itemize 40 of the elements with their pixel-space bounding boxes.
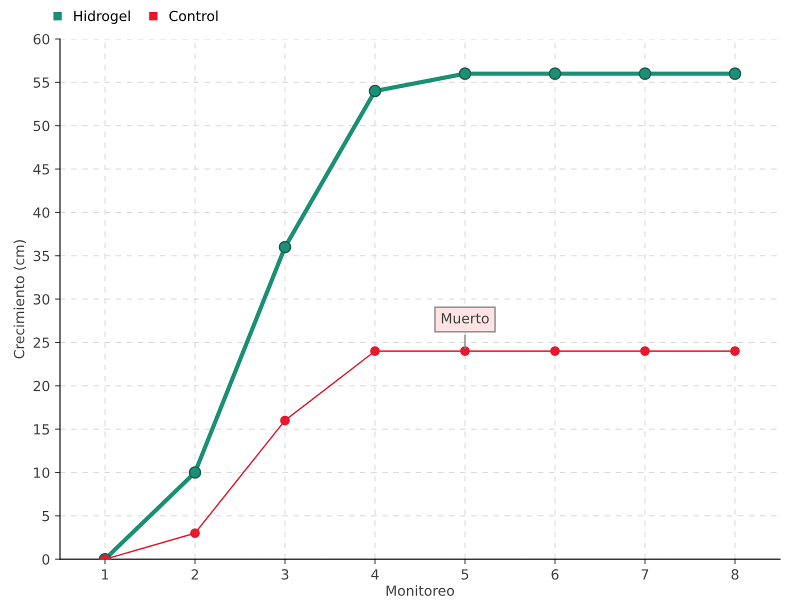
x-axis-title: Monitoreo xyxy=(386,585,454,596)
y-tick-label: 35 xyxy=(34,250,50,262)
y-tick-label: 0 xyxy=(42,554,50,565)
point xyxy=(370,346,380,356)
point xyxy=(548,67,562,80)
y-tick-label: 25 xyxy=(34,337,50,348)
y-tick-label: 50 xyxy=(34,120,50,132)
point xyxy=(460,346,470,356)
point xyxy=(550,346,560,356)
x-tick-label: 4 xyxy=(371,569,379,580)
y-tick-label: 15 xyxy=(34,424,50,435)
y-tick-label: 60 xyxy=(34,34,50,44)
point xyxy=(368,84,382,98)
point xyxy=(638,67,652,80)
x-tick-label: 5 xyxy=(462,569,468,580)
y-tick-label: 40 xyxy=(33,207,50,218)
x-tick-label: 6 xyxy=(552,569,559,580)
point xyxy=(640,346,650,356)
point xyxy=(730,346,740,356)
point xyxy=(728,67,742,80)
point xyxy=(458,67,472,80)
y-tick-label: 55 xyxy=(34,78,50,88)
y-axis-title: Crecimiento (cm) xyxy=(14,240,26,358)
point xyxy=(188,466,202,479)
x-tick-label: 7 xyxy=(642,569,648,580)
legend-label: Hidrogel xyxy=(74,10,130,24)
y-tick-label: 5 xyxy=(42,511,50,522)
y-tick-label: 30 xyxy=(34,294,50,305)
x-tick-label: 2 xyxy=(192,569,198,580)
y-tick-label: 45 xyxy=(33,164,50,175)
legend-label: Control xyxy=(169,10,218,22)
x-tick-label: 1 xyxy=(102,569,108,580)
y-tick-label: 20 xyxy=(34,380,50,392)
x-tick-label: 8 xyxy=(732,569,738,580)
point xyxy=(190,528,200,538)
point xyxy=(278,240,292,254)
y-tick-label: 10 xyxy=(34,467,50,478)
point xyxy=(280,416,290,426)
annotation: Muerto xyxy=(442,313,489,324)
x-tick-label: 3 xyxy=(282,569,288,580)
